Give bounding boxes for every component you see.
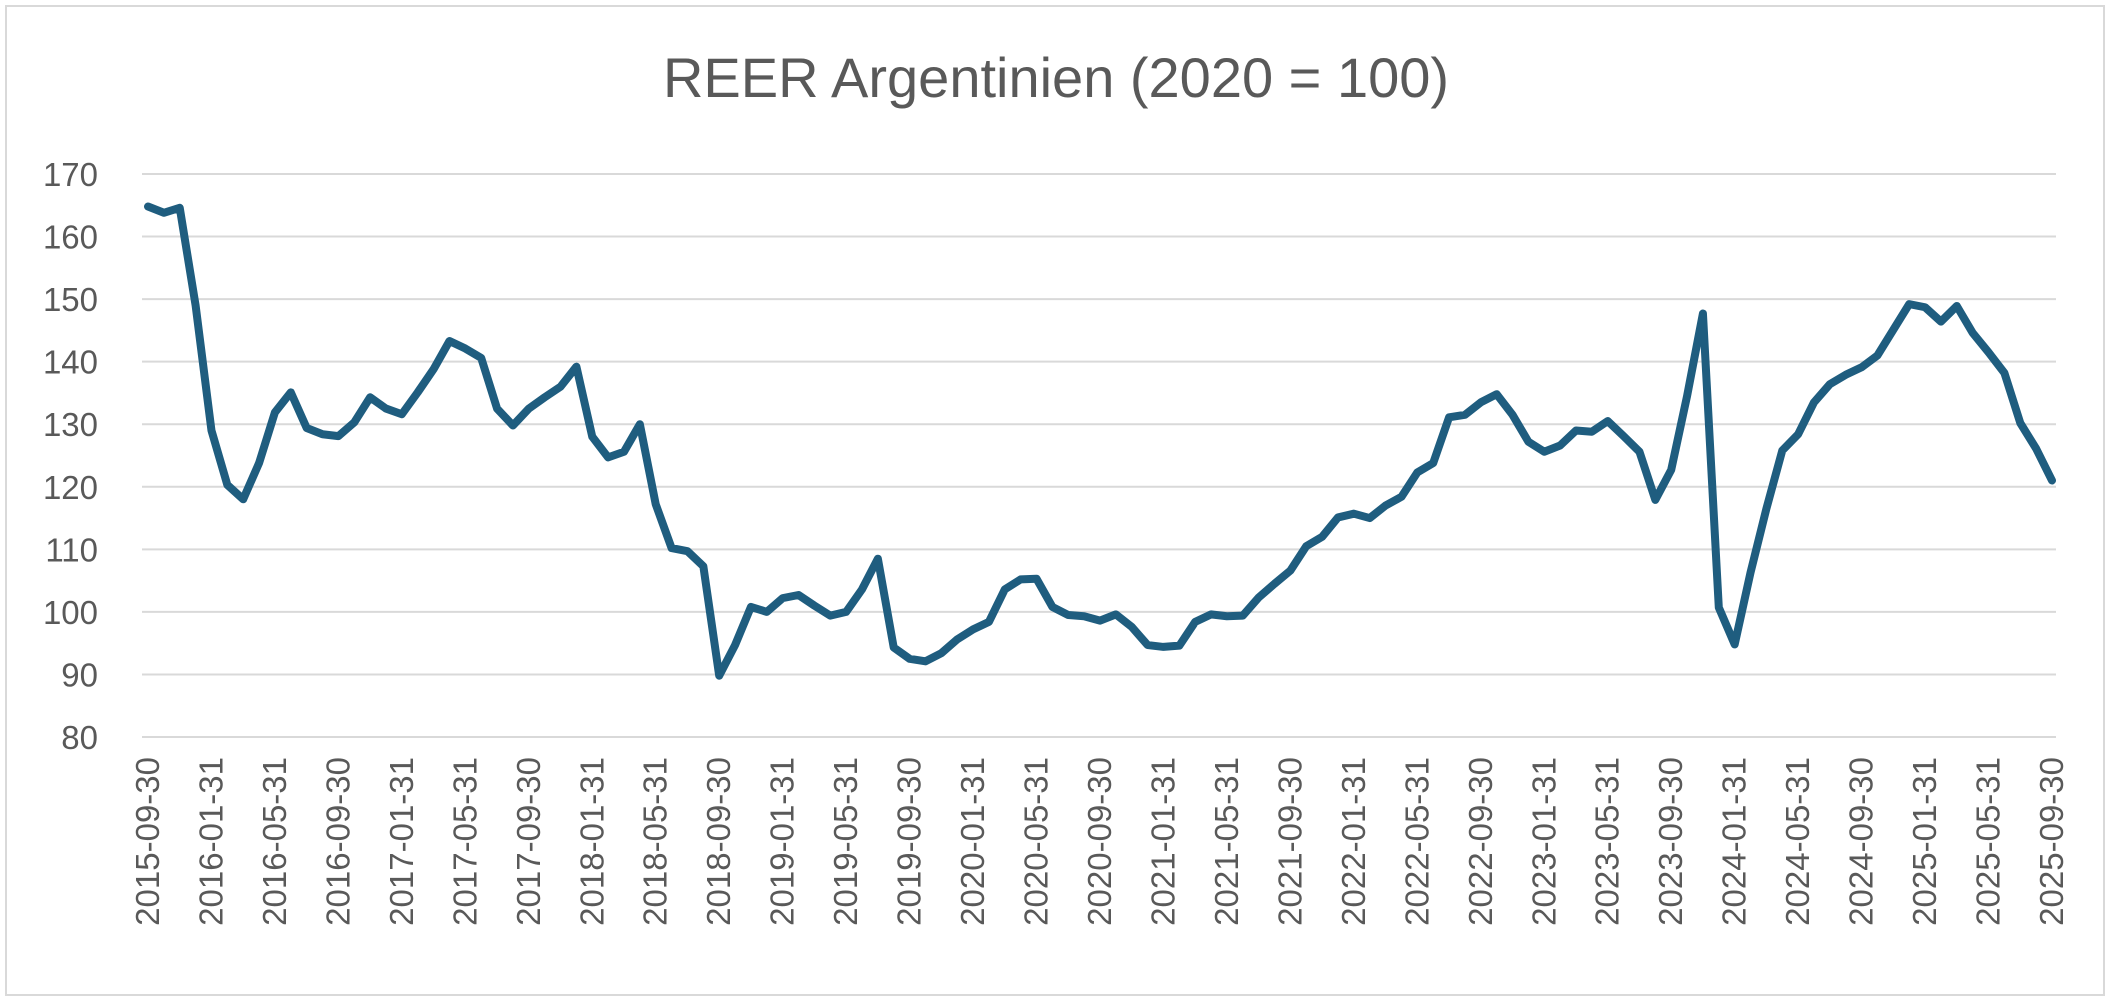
y-tick-label: 80 (61, 719, 98, 756)
x-axis-ticks: 2015-09-30 2016-01-31 2016-05-31 2016-09-30… (129, 757, 2070, 926)
x-tick-label: 2019-09-30 (891, 757, 928, 926)
y-tick-label: 160 (43, 219, 98, 256)
x-tick-label: 2020-05-31 (1018, 757, 1055, 926)
y-tick-label: 130 (43, 406, 98, 443)
x-tick-label: 2023-01-31 (1525, 757, 1562, 926)
y-tick-label: 100 (43, 594, 98, 631)
x-tick-label: 2016-05-31 (256, 757, 293, 926)
x-tick-label: 2018-09-30 (700, 757, 737, 926)
x-tick-label: 2024-05-31 (1779, 757, 1816, 926)
x-tick-label: 2022-09-30 (1462, 757, 1499, 926)
x-tick-label: 2021-01-31 (1144, 757, 1181, 926)
x-tick-label: 2017-01-31 (383, 757, 420, 926)
x-tick-label: 2024-01-31 (1716, 757, 1753, 926)
y-axis-ticks: 80 90 100 110 120 130 140 150 160 170 (43, 156, 98, 756)
x-tick-label: 2025-01-31 (1906, 757, 1943, 926)
x-tick-label: 2016-09-30 (319, 757, 356, 926)
chart-title: REER Argentinien (2020 = 100) (663, 46, 1449, 109)
y-tick-label: 120 (43, 469, 98, 506)
y-tick-label: 140 (43, 344, 98, 381)
x-tick-label: 2025-05-31 (1970, 757, 2007, 926)
x-tick-label: 2021-05-31 (1208, 757, 1245, 926)
x-tick-label: 2019-05-31 (827, 757, 864, 926)
x-tick-label: 2025-09-30 (2033, 757, 2070, 926)
x-tick-label: 2015-09-30 (129, 757, 166, 926)
x-tick-label: 2020-09-30 (1081, 757, 1118, 926)
x-tick-label: 2021-09-30 (1271, 757, 1308, 926)
x-tick-label: 2022-01-31 (1335, 757, 1372, 926)
y-tick-label: 90 (61, 656, 98, 693)
x-tick-label: 2019-01-31 (764, 757, 801, 926)
x-tick-label: 2017-09-30 (510, 757, 547, 926)
x-tick-label: 2016-01-31 (192, 757, 229, 926)
y-tick-label: 110 (45, 531, 98, 568)
series-line (144, 202, 2056, 680)
x-tick-label: 2018-01-31 (573, 757, 610, 926)
x-tick-label: 2018-05-31 (637, 757, 674, 926)
x-tick-label: 2024-09-30 (1843, 757, 1880, 926)
y-tick-label: 170 (43, 156, 98, 193)
chart-frame (5, 5, 2105, 996)
x-tick-label: 2020-01-31 (954, 757, 991, 926)
gridlines (142, 173, 2056, 738)
x-tick-label: 2017-05-31 (446, 757, 483, 926)
y-tick-label: 150 (43, 281, 98, 318)
x-tick-label: 2023-05-31 (1589, 757, 1626, 926)
x-tick-label: 2022-05-31 (1398, 757, 1435, 926)
x-tick-label: 2023-09-30 (1652, 757, 1689, 926)
